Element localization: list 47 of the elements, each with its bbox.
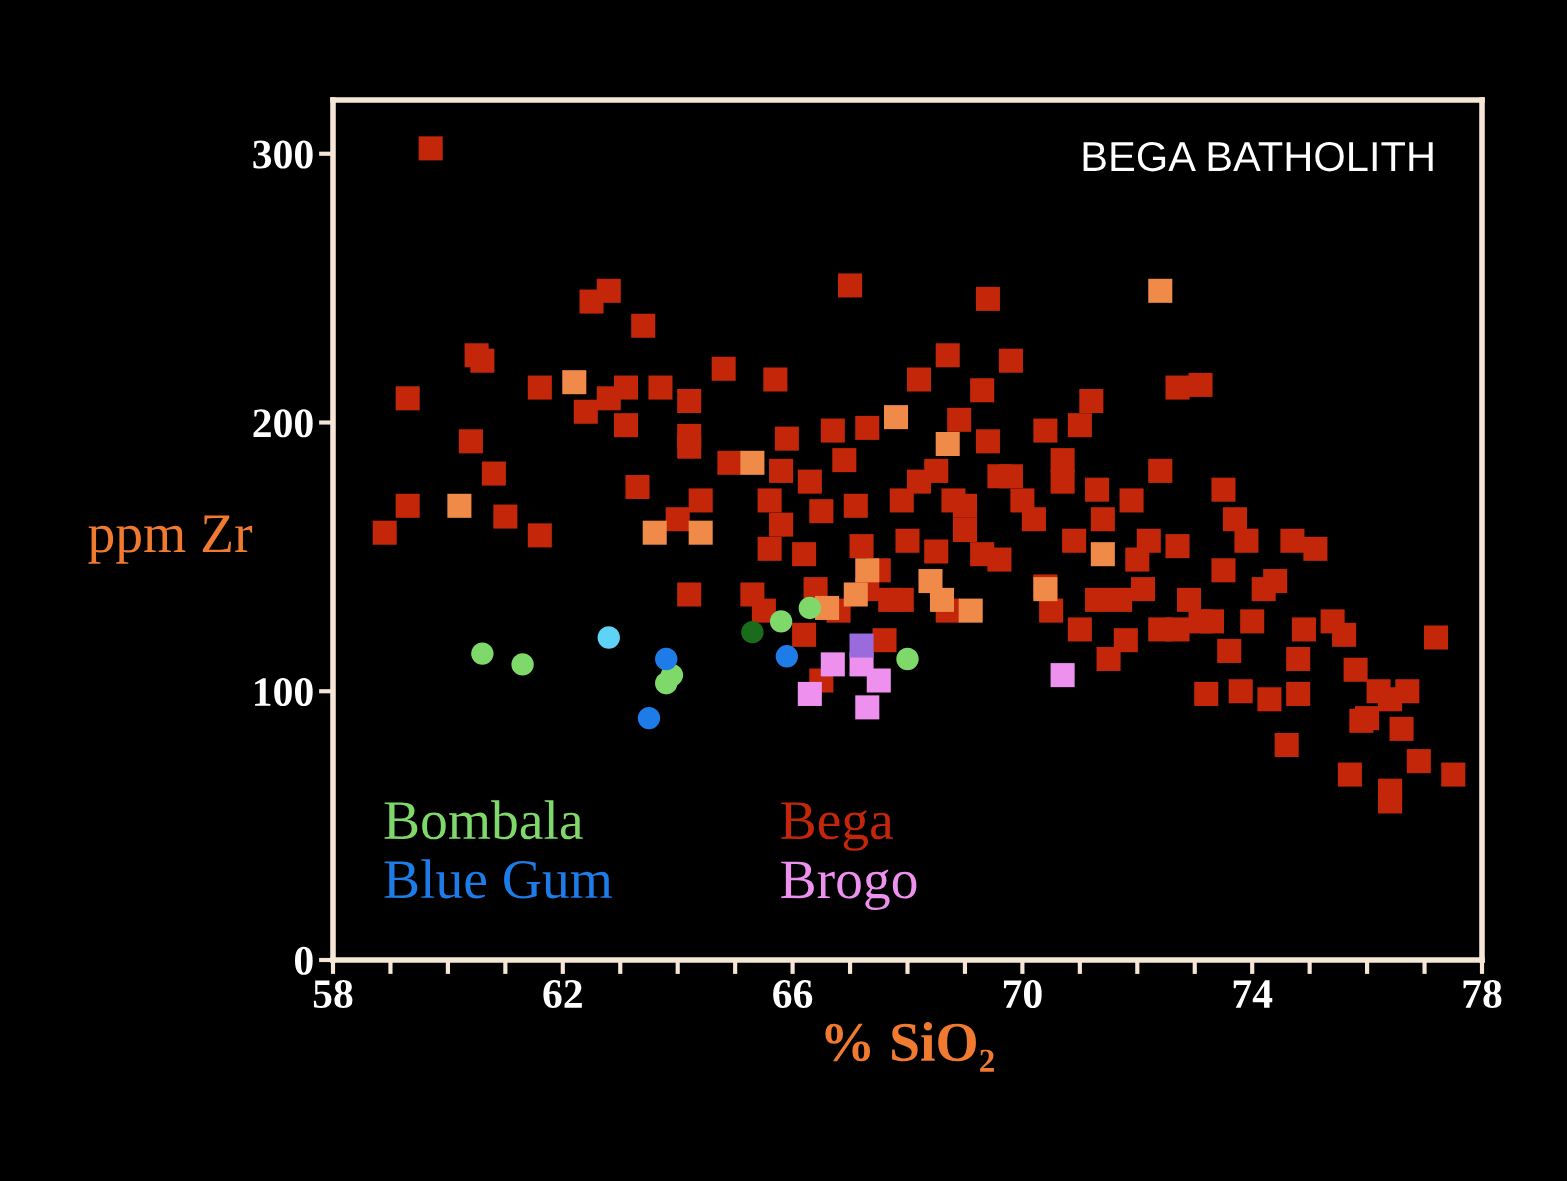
point [855,695,880,720]
point [769,610,793,633]
point [740,450,765,475]
point [798,596,822,620]
point [741,620,764,644]
x-tick-label: 66 [773,980,813,1009]
point [896,647,919,671]
y-axis-title: ppm Zr [88,515,253,564]
point [655,647,678,671]
point [820,652,845,677]
y-tick-label: 200 [253,409,313,438]
point [655,671,678,695]
point [1090,542,1115,567]
x-tick-label: 62 [543,980,582,1009]
point [447,493,472,518]
point [775,645,799,668]
text: Bombala [384,800,583,840]
y-tick-label: 300 [253,140,313,169]
point [843,582,868,607]
point [883,405,909,430]
x-tick-label: 58 [313,979,353,1009]
point [797,681,822,706]
point [562,370,587,395]
point [471,642,494,665]
text: BEGA BATHOLITH [1083,141,1433,172]
x-tick-label: 78 [1463,979,1502,1009]
point [637,706,661,730]
point [511,653,534,676]
point [849,633,874,658]
x-tick-label: 74 [1233,980,1273,1008]
point [958,598,983,623]
y-tick-label: 0 [295,946,313,975]
point [688,520,713,545]
point [855,558,880,583]
text: Blue Gum [384,859,613,899]
point [642,520,667,545]
y-tick-label: 100 [255,678,313,707]
x-axis-title: % SiO₂ [825,1022,994,1072]
text: Brogo [781,861,917,910]
point [597,626,620,649]
point [935,431,960,457]
point [929,587,954,612]
point [866,668,891,693]
point [1050,663,1075,688]
x-tick-label: 70 [1003,979,1042,1009]
text: Bega [781,802,893,851]
point [1148,278,1173,303]
